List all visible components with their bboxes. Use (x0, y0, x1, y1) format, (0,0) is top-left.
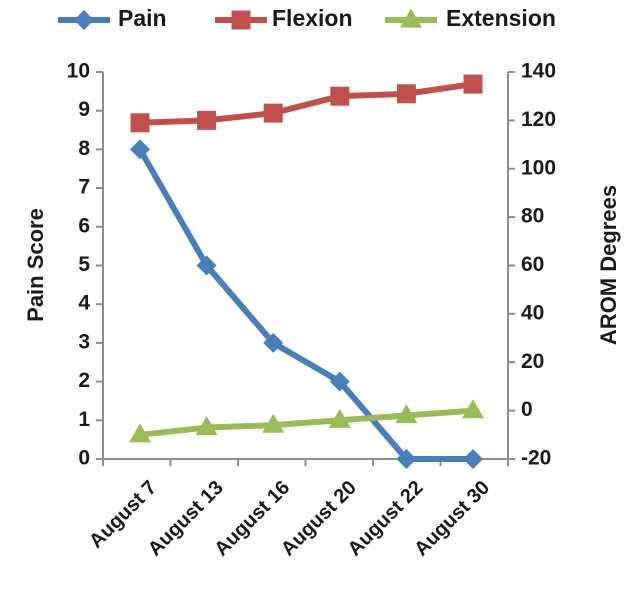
left-tick-label: 2 (78, 369, 90, 392)
data-point-flexion (463, 74, 483, 94)
series-pain (130, 139, 483, 469)
data-point-extension (395, 404, 418, 424)
right-tick-label: 20 (521, 350, 544, 373)
left-y-ticks: 0 1 2 3 4 5 6 7 8 9 10 (67, 60, 103, 470)
left-tick-label: 6 (78, 214, 90, 237)
legend-item-pain: Pain (58, 5, 167, 31)
right-tick-label: 80 (521, 205, 544, 228)
left-tick-label: 4 (78, 292, 90, 315)
left-tick-label: 1 (78, 408, 90, 431)
series-line-flexion (139, 81, 474, 126)
left-tick-label: 9 (78, 98, 90, 121)
series-group (129, 74, 484, 469)
legend-marker-extension (400, 8, 422, 28)
right-tick-label: 120 (521, 108, 556, 131)
data-point-pain (329, 371, 350, 392)
legend: Pain Flexion Extension (58, 5, 556, 31)
legend-label-pain: Pain (118, 5, 167, 31)
right-tick-label: 40 (521, 301, 544, 324)
legend-marker-pain (74, 10, 94, 30)
data-point-extension (328, 408, 351, 428)
series-flexion (130, 74, 483, 133)
data-point-pain (130, 139, 150, 160)
data-point-flexion (330, 86, 350, 106)
data-point-extension (195, 416, 218, 436)
data-point-extension (129, 423, 151, 443)
data-point-pain (196, 255, 217, 276)
chart-axes (102, 72, 509, 460)
series-extension (129, 399, 484, 443)
left-tick-label: 5 (78, 253, 90, 276)
left-tick-label: 7 (78, 176, 90, 199)
legend-label-flexion: Flexion (272, 5, 353, 31)
data-point-flexion (396, 84, 416, 104)
right-tick-label: 0 (521, 398, 533, 421)
left-tick-label: 0 (78, 447, 90, 470)
left-tick-label: 3 (78, 330, 90, 353)
right-y-ticks: -20 0 20 40 60 80 100 120 140 (508, 60, 556, 470)
right-tick-label: -20 (521, 447, 551, 470)
legend-label-extension: Extension (446, 5, 556, 31)
legend-item-extension: Extension (385, 5, 556, 31)
data-point-flexion (197, 110, 217, 130)
data-point-pain (463, 449, 483, 469)
data-point-extension (262, 413, 285, 433)
left-tick-label: 10 (67, 60, 90, 83)
right-axis-title: AROM Degrees (596, 185, 621, 345)
series-line-pain (137, 147, 473, 462)
data-point-flexion (263, 103, 283, 123)
series-line-extension (139, 407, 474, 438)
right-tick-label: 60 (521, 253, 544, 276)
data-point-pain (263, 332, 284, 353)
right-tick-label: 100 (521, 156, 556, 179)
legend-marker-flexion (231, 10, 251, 30)
legend-item-flexion: Flexion (215, 5, 353, 31)
data-point-extension (462, 399, 484, 419)
data-point-pain (396, 449, 417, 469)
left-tick-label: 8 (78, 137, 90, 160)
data-point-flexion (130, 113, 150, 133)
left-axis-title: Pain Score (23, 208, 48, 322)
right-tick-label: 140 (521, 60, 556, 83)
